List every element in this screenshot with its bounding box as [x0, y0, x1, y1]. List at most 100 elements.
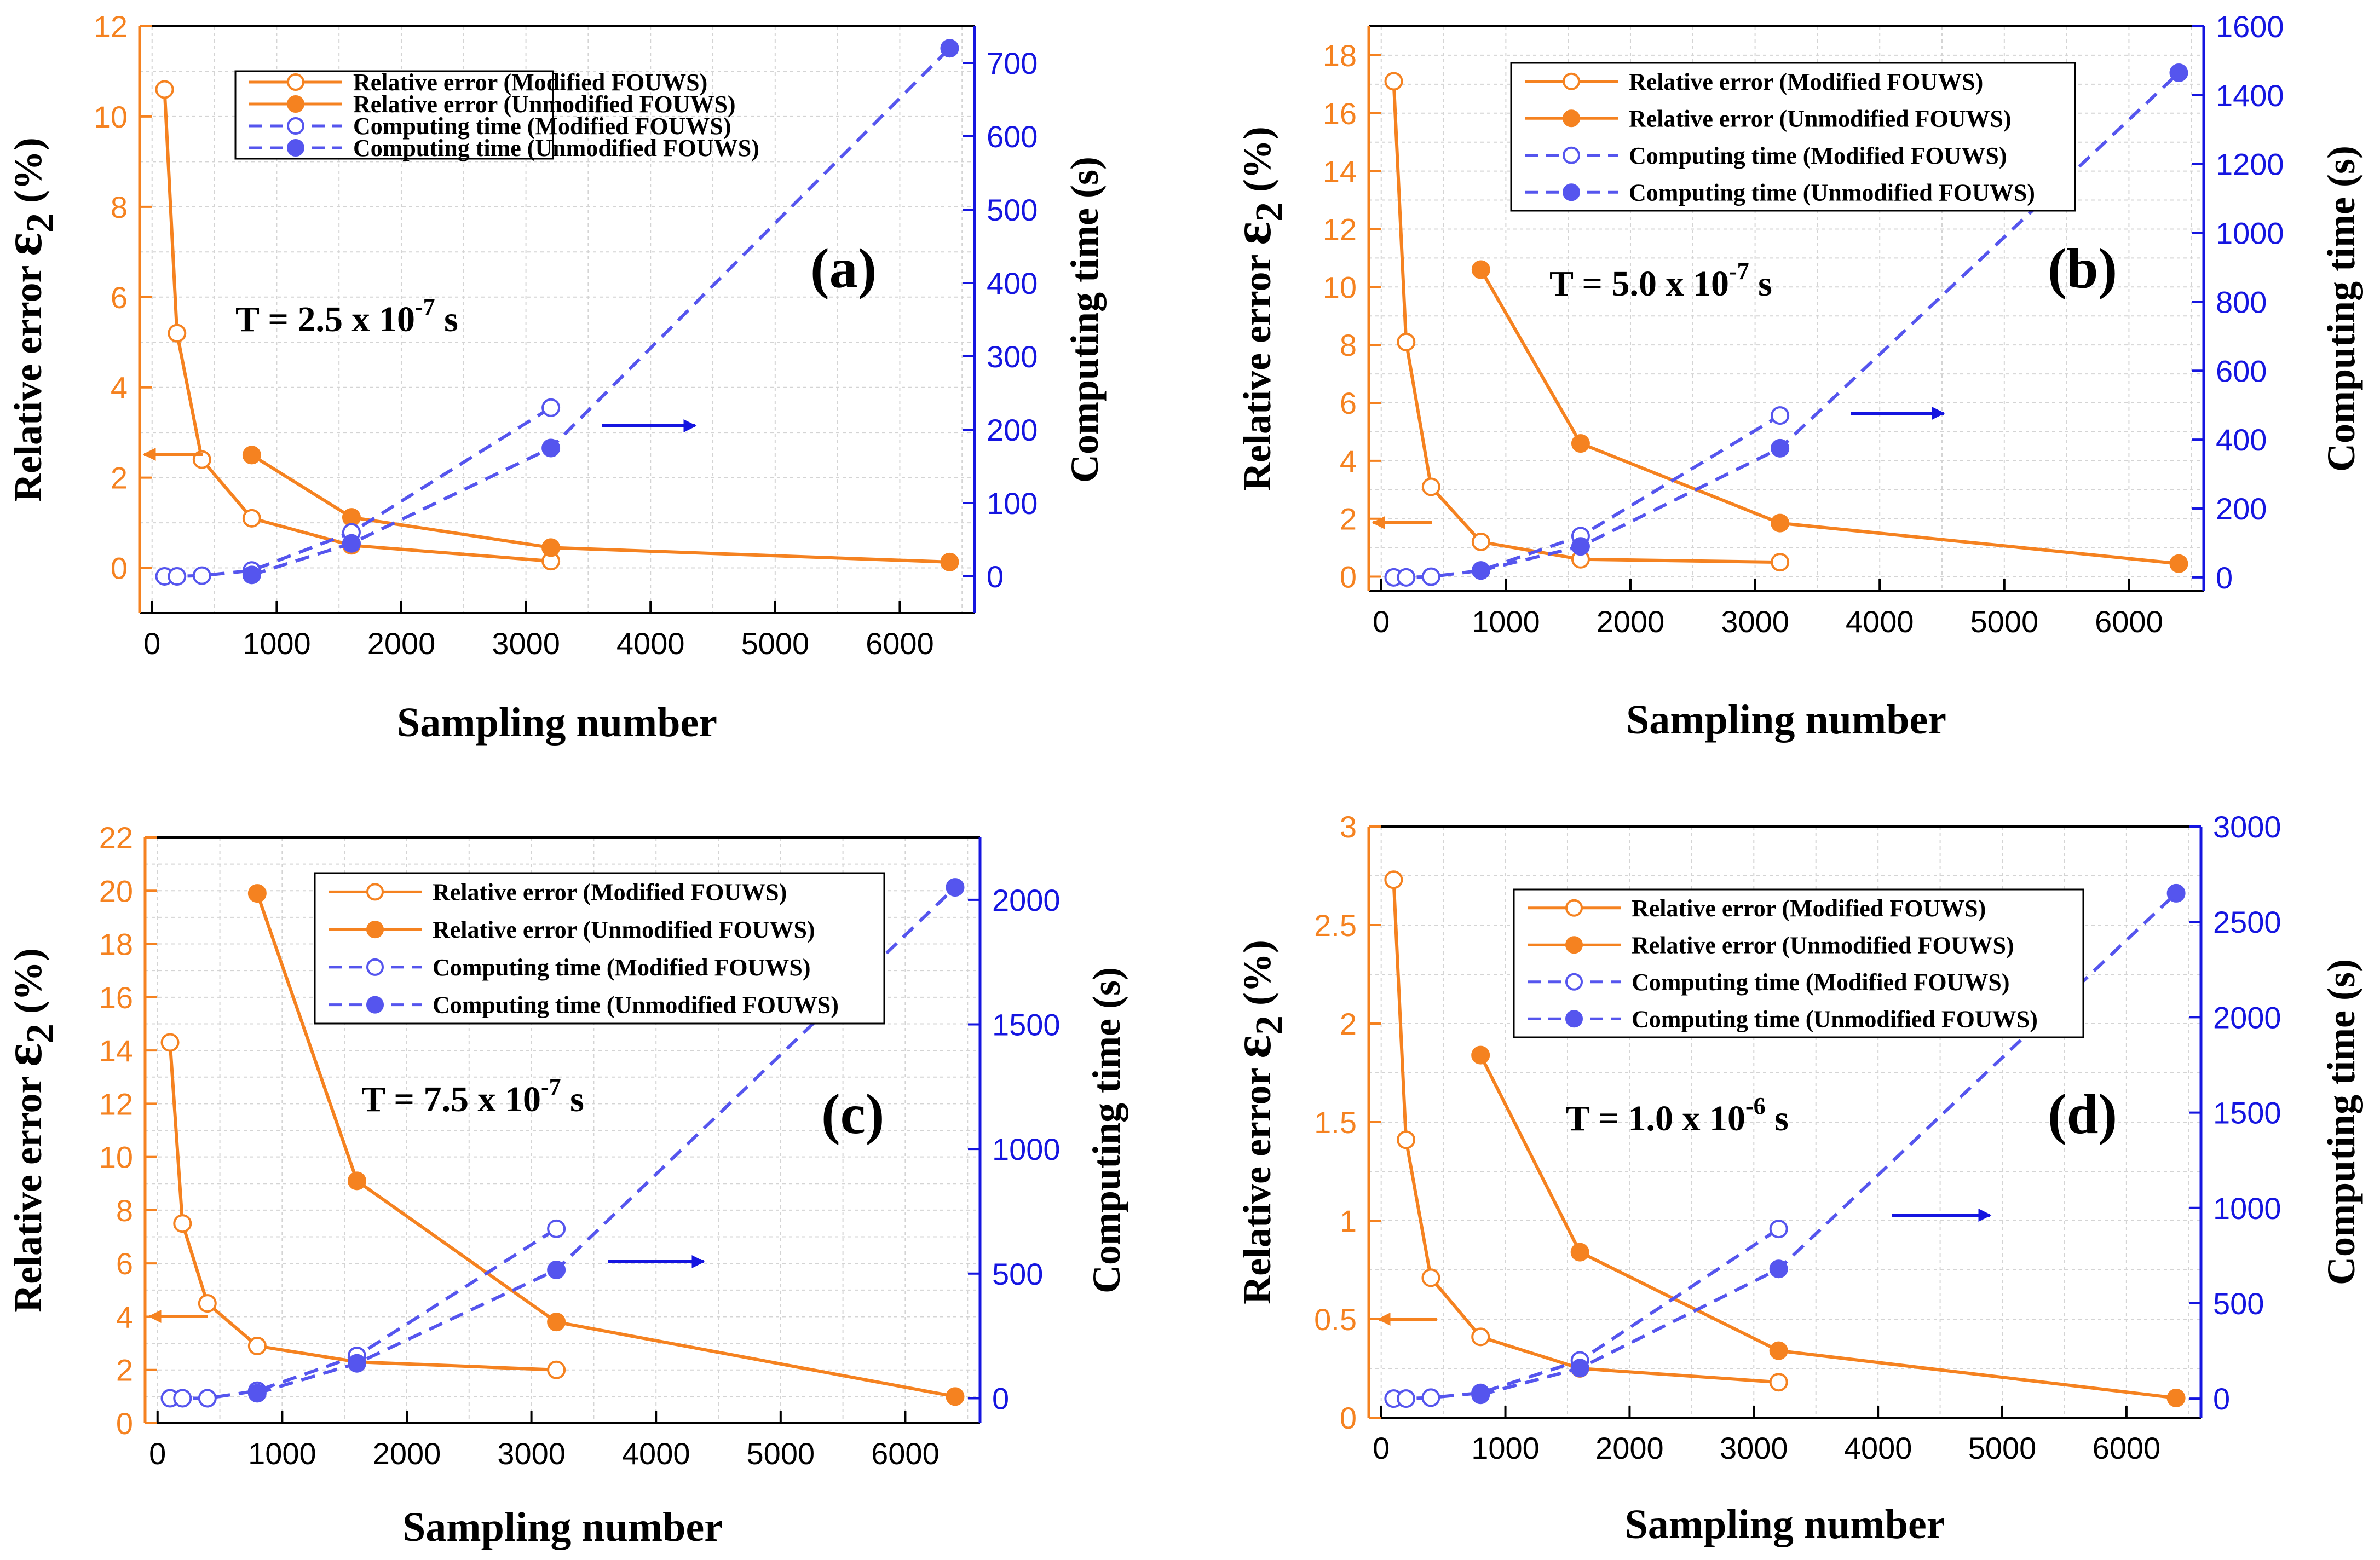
data-point: [160, 1033, 180, 1052]
panel-label: (b): [2048, 237, 2117, 300]
legend-marker: [366, 958, 384, 976]
legend-entry: Relative error (Modified FOUWS): [1629, 68, 1983, 95]
x-tick-label: 5000: [741, 626, 810, 661]
legend-entry: Computing time (Modified FOUWS): [1632, 969, 2010, 996]
legend-marker: [366, 883, 384, 901]
period-annotation: T = 1.0 x 10-6 s: [1566, 1093, 1789, 1139]
data-point: [1397, 332, 1416, 351]
data-point: [1571, 537, 1590, 556]
series-line: [256, 886, 956, 1395]
series-1: [242, 446, 959, 571]
legend-entry: Computing time (Modified FOUWS): [433, 954, 811, 981]
data-point: [1771, 406, 1790, 425]
data-point: [347, 1354, 366, 1373]
data-point: [1771, 438, 1790, 458]
legend: Relative error (Modified FOUWS)Relative …: [234, 69, 759, 161]
right-tick-label: 300: [987, 339, 1038, 374]
data-point: [541, 398, 561, 417]
legend-entry: Relative error (Unmodified FOUWS): [353, 91, 736, 118]
left-y-axis-label: Relative error ε2 (%): [1221, 126, 1291, 491]
legend-marker: [1565, 899, 1583, 917]
left-y-axis-label: Relative error ε2 (%): [0, 137, 62, 502]
panel-label: (d): [2048, 1083, 2117, 1146]
data-point: [247, 1336, 267, 1355]
data-point: [168, 567, 187, 586]
legend-marker: [287, 139, 304, 157]
legend-entry: Computing time (Unmodified FOUWS): [1629, 179, 2035, 206]
data-point: [946, 878, 965, 897]
series-line: [170, 1227, 557, 1400]
data-point: [940, 39, 959, 58]
panel-d: 0 1000 2000 3000 4000 5000 6000 0 0.5 1 1.5 2 2.5 3 0 5…: [1221, 810, 2363, 1547]
data-point: [342, 534, 361, 553]
data-point: [1471, 260, 1490, 279]
left-tick-label: 4: [116, 1299, 133, 1334]
right-tick-label: 1400: [2216, 78, 2284, 113]
left-tick-label: 3: [1340, 810, 1357, 844]
x-tick-label: 1000: [1471, 1431, 1540, 1465]
x-tick-label: 2000: [373, 1436, 441, 1471]
left-tick-label: 1: [1340, 1204, 1357, 1238]
series-line: [1480, 892, 2177, 1397]
series-3: [242, 39, 959, 585]
right-tick-label: 2500: [2213, 905, 2281, 939]
data-point: [1421, 1388, 1440, 1407]
left-tick-label: 0: [111, 551, 128, 586]
x-tick-label: 0: [1373, 604, 1390, 639]
x-tick-label: 1000: [243, 626, 311, 661]
series-line: [163, 89, 551, 563]
left-tick-label: 14: [1323, 154, 1357, 189]
data-point: [1570, 1359, 1589, 1378]
data-point: [192, 566, 211, 585]
x-tick-label: 5000: [1970, 604, 2039, 639]
legend-marker: [1563, 72, 1580, 90]
series-1: [247, 884, 965, 1406]
right-tick-label: 600: [987, 119, 1038, 154]
x-tick-label: 6000: [2093, 1431, 2161, 1465]
data-point: [247, 1384, 267, 1403]
data-point: [547, 1313, 566, 1332]
left-tick-label: 4: [1340, 444, 1357, 478]
left-tick-label: 16: [99, 980, 133, 1015]
right-tick-label: 1000: [2216, 216, 2284, 251]
data-point: [2169, 63, 2188, 82]
left-tick-label: 2: [1340, 1007, 1357, 1041]
data-point: [2166, 1389, 2186, 1407]
x-tick-label: 6000: [866, 626, 934, 661]
data-point: [1471, 1385, 1490, 1405]
data-point: [242, 509, 261, 528]
left-tick-label: 6: [1340, 386, 1357, 420]
x-tick-label: 4000: [1844, 1431, 1912, 1465]
data-point: [242, 446, 261, 465]
x-tick-label: 4000: [1846, 604, 1914, 639]
legend-marker: [287, 73, 304, 91]
data-point: [1771, 553, 1790, 572]
legend-entry: Relative error (Unmodified FOUWS): [1629, 105, 2012, 132]
series-1: [1471, 1045, 2186, 1407]
legend-entry: Computing time (Unmodified FOUWS): [1632, 1006, 2038, 1032]
right-tick-label: 700: [987, 46, 1038, 80]
data-point: [198, 1294, 217, 1313]
data-point: [541, 438, 561, 458]
legend-marker: [287, 95, 304, 113]
data-point: [1769, 1220, 1788, 1239]
x-axis-label: Sampling number: [402, 1504, 723, 1550]
data-point: [2169, 554, 2188, 573]
left-tick-label: 10: [99, 1140, 133, 1175]
right-tick-label: 0: [2213, 1382, 2230, 1416]
x-tick-label: 4000: [616, 626, 685, 661]
left-tick-label: 12: [94, 9, 128, 44]
panel-c: 0 1000 2000 3000 4000 5000 6000024681012141618…: [0, 821, 1128, 1550]
left-tick-label: 0: [116, 1406, 133, 1441]
series-line: [251, 453, 950, 564]
data-point: [1471, 1045, 1490, 1065]
data-point: [247, 884, 267, 903]
data-point: [155, 80, 174, 99]
x-tick-label: 4000: [622, 1436, 690, 1471]
legend-marker: [366, 996, 384, 1014]
right-y-axis-label: Computing time (s): [2319, 959, 2363, 1285]
right-tick-label: 1600: [2216, 9, 2284, 44]
data-point: [1769, 1373, 1788, 1392]
left-tick-label: 20: [99, 874, 133, 908]
